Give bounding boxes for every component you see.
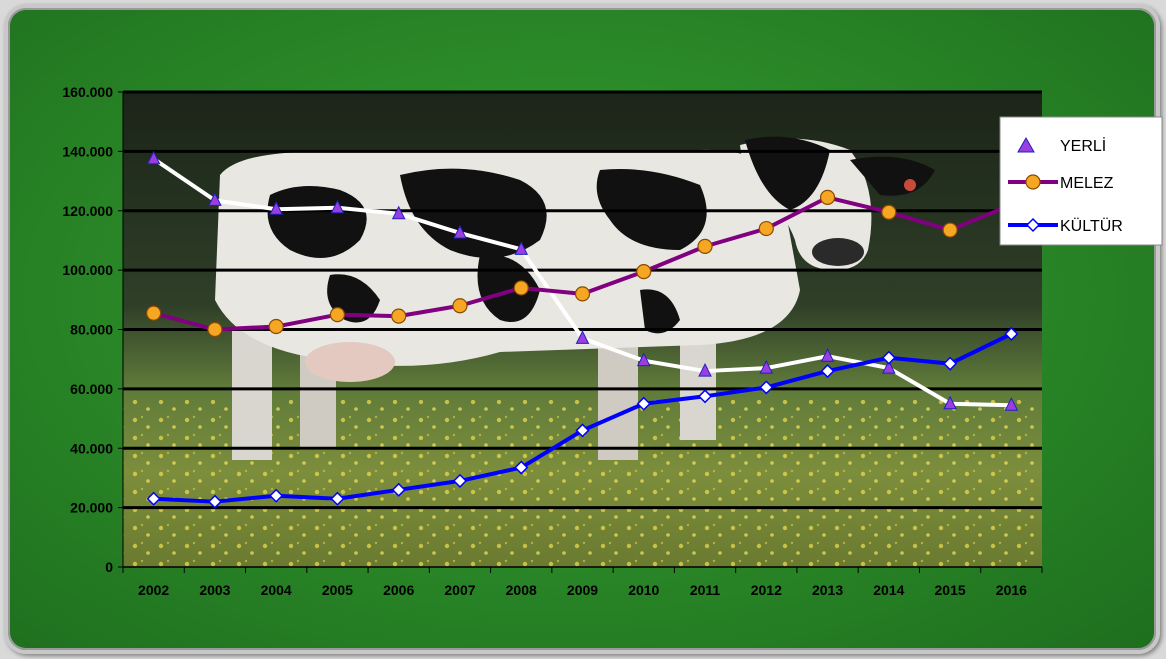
legend-item-kultur: KÜLTÜR — [1008, 217, 1123, 235]
x-tick-label: 2009 — [567, 582, 598, 598]
x-tick-label: 2004 — [261, 582, 292, 598]
x-axis: 2002 2003 2004 2005 2006 2007 2008 2009 2010 2011… — [122, 566, 1043, 598]
data-point — [881, 350, 896, 365]
y-tick-label: 160.000 — [62, 84, 113, 100]
y-tick-label: 100.000 — [62, 262, 113, 278]
data-point — [636, 352, 651, 367]
y-tick-label: 60.000 — [70, 381, 113, 397]
data-point — [513, 280, 529, 296]
legend-label-kultur: KÜLTÜR — [1060, 217, 1123, 235]
data-point — [269, 201, 283, 215]
legend-item-melez: MELEZ — [1008, 174, 1114, 192]
y-axis: 0 20.000 40.000 60.000 80.000 100.000 120.000 1… — [62, 84, 124, 575]
x-tick-label: 2006 — [383, 582, 414, 598]
x-tick-label: 2007 — [444, 582, 475, 598]
data-point — [330, 491, 345, 506]
y-tick-label: 80.000 — [70, 322, 113, 338]
data-point — [391, 482, 406, 497]
legend-label-melez: MELEZ — [1060, 175, 1114, 192]
data-point — [820, 364, 835, 379]
data-point — [943, 395, 957, 410]
data-point — [575, 330, 590, 344]
x-tick-label: 2008 — [506, 582, 537, 598]
legend-label-yerli: YERLİ — [1060, 136, 1106, 155]
data-point — [514, 460, 529, 475]
data-point — [268, 318, 284, 335]
data-point — [329, 307, 346, 323]
data-point — [758, 220, 774, 237]
x-tick-label: 2010 — [628, 582, 659, 598]
data-point — [146, 150, 161, 165]
data-point — [575, 423, 590, 438]
legend-marker-circle-icon — [1025, 174, 1041, 190]
data-point — [759, 359, 774, 374]
data-point — [269, 488, 284, 503]
data-point — [453, 224, 467, 239]
series-2 — [146, 326, 1019, 509]
x-tick-label: 2003 — [199, 582, 230, 598]
cow-illustration — [215, 136, 935, 460]
data-point — [514, 241, 529, 255]
data-point — [207, 494, 222, 509]
data-point — [146, 491, 161, 506]
data-point — [881, 204, 897, 220]
data-point — [207, 321, 223, 338]
data-point — [452, 298, 468, 314]
x-tick-label: 2013 — [812, 582, 843, 598]
series-1 — [146, 189, 1019, 338]
data-point — [698, 362, 712, 377]
data-point — [391, 308, 407, 324]
y-tick-label: 120.000 — [62, 203, 113, 219]
y-tick-label: 20.000 — [70, 500, 113, 516]
data-point — [636, 396, 651, 411]
series-layer — [146, 150, 1019, 509]
y-tick-label: 40.000 — [70, 440, 113, 456]
data-point — [943, 356, 958, 371]
data-point — [574, 286, 591, 302]
legend: YERLİ MELEZ KÜLTÜR — [999, 116, 1163, 246]
data-point — [452, 473, 468, 488]
data-point — [1004, 326, 1019, 342]
data-point — [391, 205, 406, 220]
x-tick-label: 2016 — [996, 582, 1027, 598]
gridlines — [123, 90, 1042, 510]
data-point — [636, 264, 652, 280]
data-point — [697, 389, 713, 404]
y-tick-label: 140.000 — [62, 143, 113, 159]
data-point — [819, 189, 836, 205]
data-point — [882, 359, 896, 374]
data-point — [759, 380, 774, 395]
data-point — [820, 348, 835, 362]
y-tick-label: 0 — [105, 559, 113, 575]
data-point — [208, 192, 222, 206]
legend-item-yerli: YERLİ — [1017, 136, 1106, 155]
data-point — [146, 305, 162, 321]
x-tick-label: 2011 — [690, 582, 721, 598]
data-point — [1004, 397, 1019, 411]
data-point — [330, 199, 345, 214]
x-tick-label: 2005 — [322, 582, 353, 598]
legend-marker-triangle-icon — [1017, 136, 1035, 153]
legend-marker-diamond-icon — [1025, 217, 1041, 233]
x-tick-label: 2014 — [873, 582, 904, 598]
data-point — [697, 238, 713, 254]
x-tick-label: 2002 — [138, 582, 169, 598]
background-photo — [123, 92, 1042, 567]
data-point — [942, 222, 958, 238]
x-tick-label: 2012 — [751, 582, 782, 598]
x-tick-label: 2015 — [935, 582, 966, 598]
